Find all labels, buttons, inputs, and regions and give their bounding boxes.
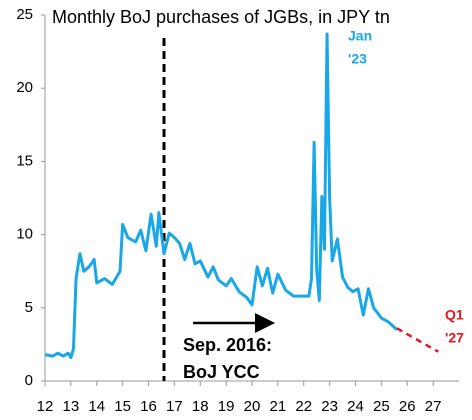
data-line	[44, 32, 398, 360]
x-tick-label: 14	[88, 398, 105, 415]
annotation: '23	[348, 51, 367, 67]
annotation: Sep. 2016:	[183, 335, 272, 355]
x-tick-label: 27	[425, 398, 442, 415]
y-tick-label: 5	[25, 299, 33, 316]
y-tick-label: 10	[16, 226, 33, 243]
annotation: '27	[445, 330, 464, 346]
x-tick-label: 26	[399, 398, 416, 415]
x-tick-label: 20	[244, 398, 261, 415]
chart-title: Monthly BoJ purchases of JGBs, in JPY tn	[52, 7, 390, 27]
x-tick-label: 15	[114, 398, 131, 415]
annotation: Q1	[445, 307, 464, 323]
x-tick-label: 24	[347, 398, 364, 415]
x-tick-label: 12	[37, 398, 54, 415]
data-line	[396, 327, 439, 353]
x-tick-label: 19	[218, 398, 235, 415]
x-tick-label: 18	[192, 398, 209, 415]
x-tick-label: 16	[140, 398, 157, 415]
x-tick-label: 25	[373, 398, 390, 415]
x-tick-label: 21	[270, 398, 287, 415]
y-tick-label: 25	[16, 6, 33, 23]
y-tick-label: 20	[16, 79, 33, 96]
y-tick-label: 15	[16, 152, 33, 169]
y-tick-label: 0	[25, 372, 33, 389]
annotation: BoJ YCC	[183, 362, 260, 382]
x-tick-label: 22	[295, 398, 312, 415]
annotation: Jan	[348, 28, 372, 44]
x-tick-label: 23	[321, 398, 338, 415]
x-tick-label: 17	[166, 398, 183, 415]
x-tick-label: 13	[63, 398, 80, 415]
